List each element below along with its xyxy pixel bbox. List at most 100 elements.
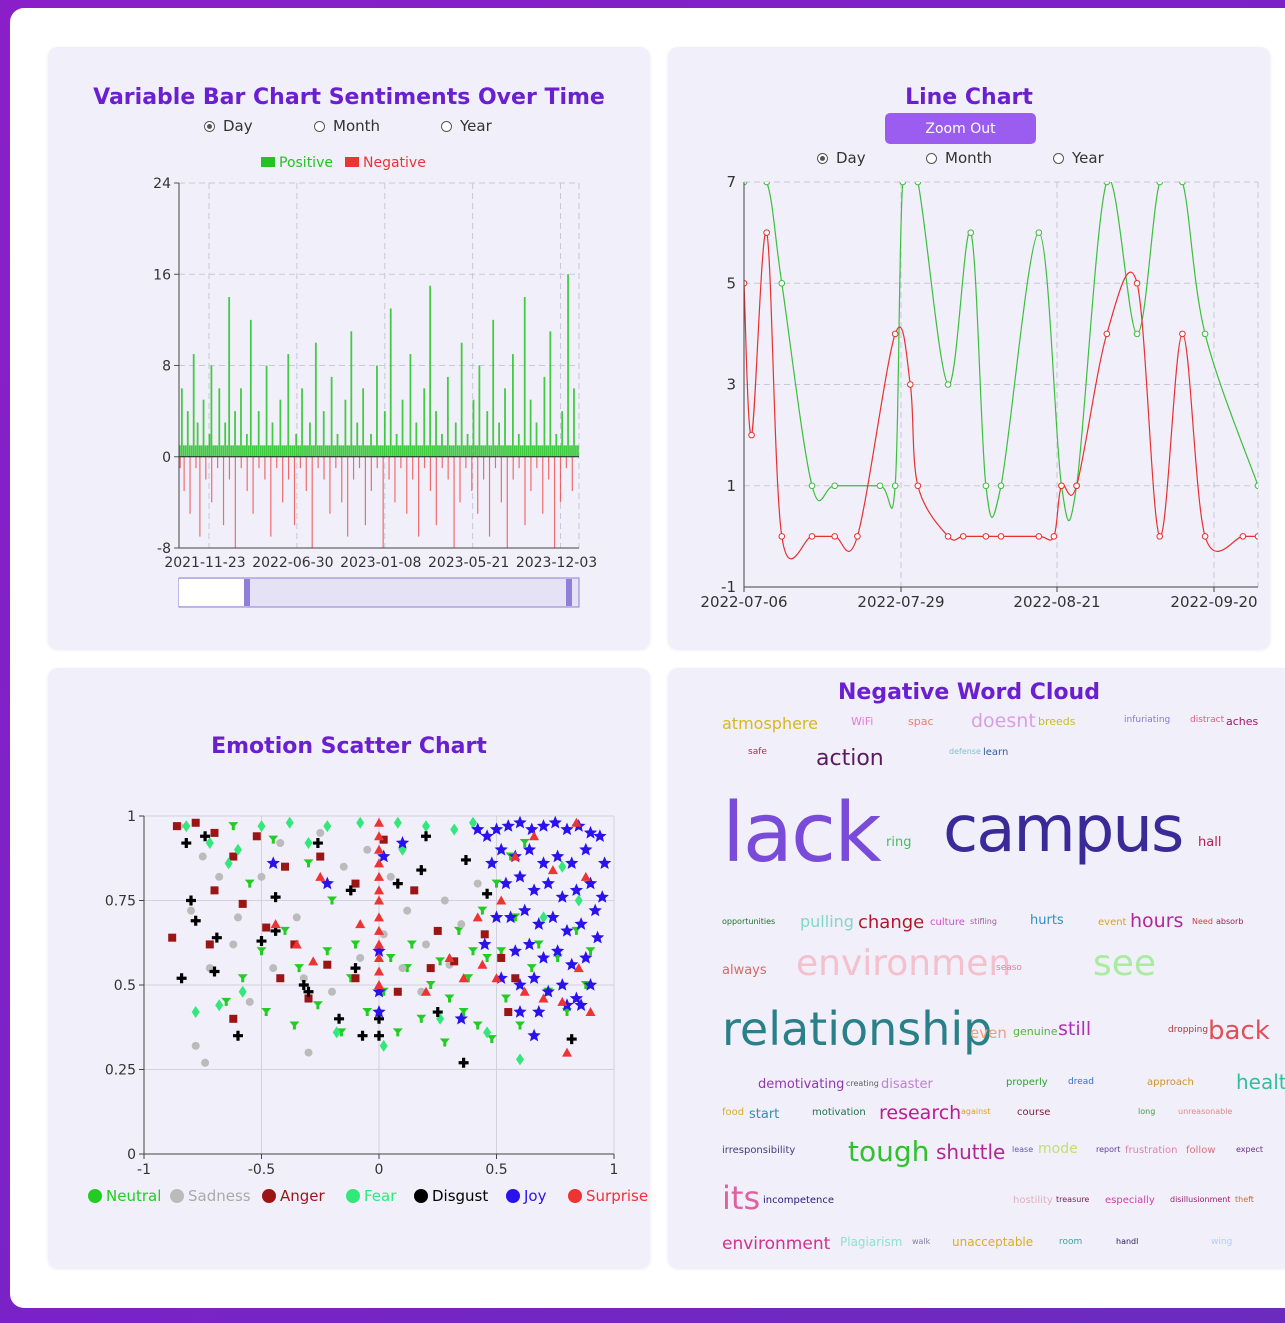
line-point xyxy=(967,229,975,236)
bar-radio-year[interactable]: Year xyxy=(441,117,492,135)
word-lease[interactable]: lease xyxy=(1012,1145,1034,1154)
bar-radio-month[interactable]: Month xyxy=(314,117,380,135)
radio-dot[interactable] xyxy=(441,120,452,132)
word-demotivating[interactable]: demotivating xyxy=(758,1077,845,1092)
radio-dot[interactable] xyxy=(817,152,828,164)
zoom-out-button[interactable]: Zoom Out xyxy=(885,113,1036,144)
word-course[interactable]: course xyxy=(1017,1107,1051,1118)
word-research[interactable]: research xyxy=(879,1102,962,1124)
word-see[interactable]: see xyxy=(1093,943,1157,984)
word-its[interactable]: its xyxy=(722,1179,761,1217)
word-properly[interactable]: properly xyxy=(1006,1077,1048,1088)
scatter-point xyxy=(257,872,266,881)
positive-bar xyxy=(472,399,475,457)
scatter-point xyxy=(356,953,365,962)
word-report[interactable]: report xyxy=(1096,1145,1121,1154)
word-plagiarism[interactable]: Plagiarism xyxy=(840,1235,903,1249)
word-environment[interactable]: environment xyxy=(722,1234,831,1254)
word-campus[interactable]: campus xyxy=(943,793,1184,867)
scatter-point xyxy=(276,839,285,848)
word-always[interactable]: always xyxy=(722,963,767,978)
word-environmen[interactable]: environmen xyxy=(796,943,1012,984)
word-lack[interactable]: lack xyxy=(722,786,882,881)
word-room[interactable]: room xyxy=(1059,1237,1083,1247)
word-culture[interactable]: culture xyxy=(930,917,965,928)
radio-dot[interactable] xyxy=(1053,152,1064,164)
word-walk[interactable]: walk xyxy=(912,1237,931,1246)
word-long[interactable]: long xyxy=(1138,1107,1156,1116)
word-dread[interactable]: dread xyxy=(1068,1077,1094,1087)
word-infuriating[interactable]: infuriating xyxy=(1124,715,1171,725)
word-ring[interactable]: ring xyxy=(886,835,912,850)
word-distract[interactable]: distract xyxy=(1190,715,1225,725)
word-wing[interactable]: wing xyxy=(1211,1237,1233,1247)
word-wifi[interactable]: WiFi xyxy=(851,715,874,728)
word-spac[interactable]: spac xyxy=(908,715,934,728)
word-theft[interactable]: theft xyxy=(1235,1195,1254,1204)
word-approach[interactable]: approach xyxy=(1147,1077,1194,1088)
word-unreasonable[interactable]: unreasonable xyxy=(1178,1107,1233,1116)
word-treasure[interactable]: treasure xyxy=(1056,1195,1090,1204)
word-healt[interactable]: healt xyxy=(1236,1070,1285,1094)
word-need[interactable]: Need xyxy=(1192,917,1213,926)
word-disillusionment[interactable]: disillusionment xyxy=(1170,1195,1231,1204)
word-start[interactable]: start xyxy=(749,1107,780,1122)
scatter-point xyxy=(316,828,325,837)
word-hurts[interactable]: hurts xyxy=(1030,913,1064,928)
word-against[interactable]: against xyxy=(961,1107,991,1116)
scatter-point xyxy=(522,842,537,856)
word-dropping[interactable]: dropping xyxy=(1168,1025,1209,1035)
word-opportunities[interactable]: opportunities xyxy=(722,917,776,926)
word-hours[interactable]: hours xyxy=(1130,910,1184,932)
line-radio-year[interactable]: Year xyxy=(1053,149,1104,167)
word-event[interactable]: event xyxy=(1098,917,1127,928)
word-expect[interactable]: expect xyxy=(1236,1145,1264,1154)
line-radio-day[interactable]: Day xyxy=(817,149,866,167)
word-doesnt[interactable]: doesnt xyxy=(971,710,1036,732)
word-atmosphere[interactable]: atmosphere xyxy=(722,714,818,733)
word-especially[interactable]: especially xyxy=(1105,1195,1155,1206)
word-even[interactable]: even xyxy=(970,1024,1007,1042)
word-breeds[interactable]: breeds xyxy=(1038,715,1076,728)
bar-radio-day[interactable]: Day xyxy=(204,117,253,135)
word-defense[interactable]: defense xyxy=(949,747,981,756)
word-pulling[interactable]: pulling xyxy=(800,912,854,931)
word-absorb[interactable]: absorb xyxy=(1216,917,1244,926)
word-food[interactable]: food xyxy=(722,1107,745,1118)
word-relationship[interactable]: relationship xyxy=(722,1002,993,1056)
scatter-point xyxy=(458,1057,469,1068)
word-disaster[interactable]: disaster xyxy=(881,1077,933,1092)
radio-dot[interactable] xyxy=(204,120,215,132)
word-frustration[interactable]: frustration xyxy=(1125,1145,1178,1156)
word-irresponsibility[interactable]: irresponsibility xyxy=(722,1145,796,1156)
word-seaso[interactable]: seaso xyxy=(996,963,1022,973)
word-stifling[interactable]: stifling xyxy=(970,917,997,926)
word-action[interactable]: action xyxy=(816,746,884,771)
word-still[interactable]: still xyxy=(1058,1018,1092,1040)
word-unacceptable[interactable]: unacceptable xyxy=(952,1235,1034,1249)
legend-label-anger: Anger xyxy=(280,1187,326,1205)
word-mode[interactable]: mode xyxy=(1038,1141,1078,1157)
word-genuine[interactable]: genuine xyxy=(1013,1025,1058,1038)
word-back[interactable]: back xyxy=(1208,1016,1270,1046)
word-incompetence[interactable]: incompetence xyxy=(763,1195,835,1206)
word-creating[interactable]: creating xyxy=(846,1079,879,1088)
scatter-point xyxy=(580,871,591,881)
word-safe[interactable]: safe xyxy=(748,747,767,757)
word-handl[interactable]: handl xyxy=(1116,1237,1139,1246)
word-change[interactable]: change xyxy=(858,912,925,933)
word-hostility[interactable]: hostility xyxy=(1013,1195,1053,1206)
word-motivation[interactable]: motivation xyxy=(812,1107,866,1118)
scatter-point xyxy=(303,986,314,997)
word-follow[interactable]: follow xyxy=(1186,1145,1216,1156)
word-aches[interactable]: aches xyxy=(1226,715,1259,728)
legend-marker xyxy=(506,1189,520,1203)
word-shuttle[interactable]: shuttle xyxy=(936,1140,1006,1164)
line-radio-month[interactable]: Month xyxy=(926,149,992,167)
word-learn[interactable]: learn xyxy=(983,747,1009,758)
radio-dot[interactable] xyxy=(926,152,937,164)
radio-dot[interactable] xyxy=(314,120,325,132)
scatter-point xyxy=(463,974,474,983)
word-tough[interactable]: tough xyxy=(848,1135,930,1168)
word-hall[interactable]: hall xyxy=(1198,835,1222,850)
